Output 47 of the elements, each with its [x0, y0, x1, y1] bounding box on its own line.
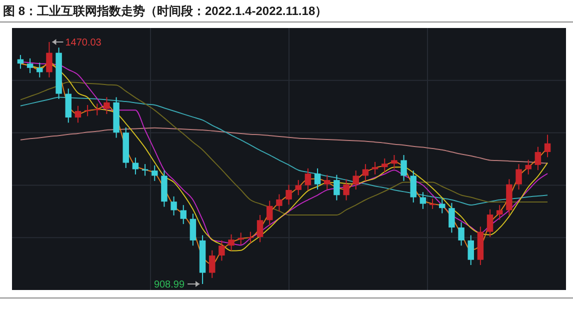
candlestick [486, 208, 494, 238]
chart-title: 图 8：工业互联网指数走势（时间段：2022.1.4-2022.11.18） [3, 4, 328, 18]
candlestick [352, 170, 359, 190]
annotation: 1470.03 [65, 38, 102, 48]
candlestick [17, 54, 24, 70]
candlestick [304, 168, 312, 191]
candlestick [190, 213, 196, 246]
candlestick [247, 231, 254, 244]
candlestick [228, 234, 234, 252]
candlestick [170, 196, 177, 216]
candlestick [84, 104, 91, 117]
candlestick [46, 42, 52, 78]
candlestick [372, 161, 378, 175]
candlestick [180, 204, 186, 225]
candlestick [496, 204, 503, 220]
candlestick [36, 62, 43, 78]
candlestick [266, 200, 273, 226]
candlestick [26, 58, 34, 74]
candlestick [544, 134, 551, 158]
candlestick [209, 250, 216, 278]
candlestick [382, 158, 388, 173]
candlestick [314, 168, 321, 190]
candlestick [448, 202, 455, 234]
candlestick [295, 180, 302, 196]
candlestick [525, 159, 532, 175]
candlestick [458, 222, 464, 246]
candlestick [334, 174, 340, 201]
candlestick [439, 198, 446, 214]
candlestick [132, 157, 139, 175]
candlestick [534, 146, 542, 171]
candlestick [218, 240, 225, 262]
candlestick [104, 96, 110, 115]
candlestick [256, 214, 264, 243]
candlestick [468, 234, 474, 266]
candlestick [74, 105, 82, 124]
candlestick [65, 88, 72, 124]
candlestick [152, 164, 158, 182]
candlestick [420, 192, 426, 210]
candlestick [400, 154, 407, 182]
candlestick [286, 184, 292, 206]
candlestick [516, 164, 522, 190]
candlestick [391, 154, 398, 170]
candlestick [324, 174, 330, 190]
candlestick [410, 170, 416, 203]
candlestick [276, 194, 282, 212]
annotation: 908.99 [154, 280, 185, 290]
candlestick [343, 178, 350, 201]
